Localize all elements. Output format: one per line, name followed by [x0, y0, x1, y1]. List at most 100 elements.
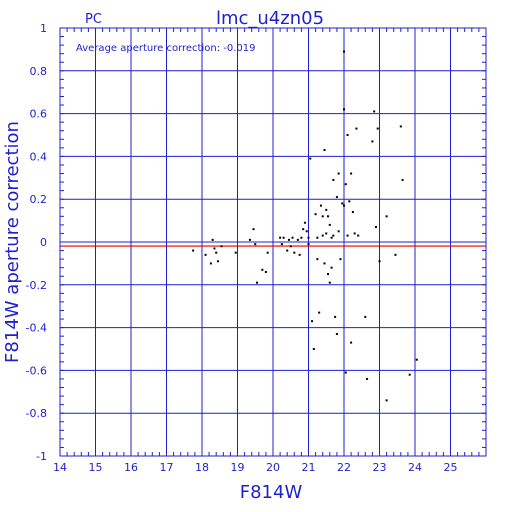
x-tick-label: 23	[373, 461, 387, 474]
data-point	[293, 251, 296, 254]
data-point	[332, 234, 335, 237]
x-tick-label: 17	[160, 461, 174, 474]
data-point	[279, 236, 282, 239]
data-point	[351, 211, 354, 214]
data-point	[327, 215, 330, 218]
data-point	[355, 127, 358, 130]
data-point	[289, 245, 292, 248]
data-point	[213, 247, 216, 250]
data-point	[357, 234, 360, 237]
data-point	[376, 127, 379, 130]
data-point	[319, 204, 322, 207]
data-point	[350, 341, 353, 344]
y-tick-label: -0.8	[26, 407, 47, 420]
data-point	[216, 260, 219, 263]
data-point	[348, 200, 351, 203]
data-point	[312, 348, 315, 350]
y-tick-label: 0.2	[30, 193, 48, 206]
data-point	[254, 243, 257, 246]
data-point	[314, 213, 317, 216]
y-tick-label: 0.4	[30, 150, 48, 163]
x-tick-label: 21	[302, 461, 316, 474]
data-point	[330, 236, 333, 239]
grid-lines	[59, 27, 487, 457]
data-point	[337, 230, 340, 233]
data-point	[234, 251, 237, 254]
chart-title: lmc_u4zn05	[216, 8, 324, 29]
x-tick-label: 20	[266, 461, 280, 474]
y-tick-label: -0.2	[26, 279, 47, 292]
data-point	[341, 202, 344, 205]
data-point	[408, 373, 411, 376]
data-point	[316, 258, 319, 261]
data-point	[215, 251, 218, 254]
data-point	[204, 253, 207, 256]
data-point	[332, 178, 335, 181]
data-point	[264, 270, 267, 273]
data-point	[334, 315, 337, 318]
x-tick-label: 25	[444, 461, 458, 474]
data-point	[335, 196, 338, 199]
data-point	[327, 273, 330, 276]
y-tick-label: 0.8	[30, 65, 48, 78]
data-point	[311, 320, 314, 323]
data-point	[330, 266, 333, 269]
x-tick-label: 16	[124, 461, 138, 474]
data-point	[346, 134, 349, 136]
data-point	[323, 148, 326, 151]
tick-labels: 14 15 16 17 18 19 20 21 22 23 24 25 -1 -0.8 -0.6 -0.4 -0…	[26, 22, 458, 474]
data-point	[394, 253, 397, 256]
data-point	[266, 251, 269, 254]
data-point	[335, 333, 338, 336]
data-point	[209, 262, 212, 265]
data-point	[321, 215, 324, 218]
data-point	[415, 358, 418, 361]
data-point	[325, 232, 328, 235]
data-point	[309, 157, 312, 160]
data-point	[350, 172, 353, 175]
data-point	[343, 204, 345, 207]
x-tick-label: 15	[89, 461, 103, 474]
data-point	[344, 183, 347, 186]
x-tick-label: 18	[195, 461, 209, 474]
data-point	[300, 236, 303, 239]
data-point	[328, 223, 331, 226]
data-point	[343, 50, 345, 53]
data-point	[316, 236, 319, 239]
data-point	[399, 125, 402, 128]
data-point	[287, 238, 290, 241]
data-point	[296, 238, 299, 241]
data-point	[346, 234, 349, 237]
x-tick-label: 24	[408, 461, 422, 474]
data-point	[261, 268, 264, 271]
data-point	[364, 315, 367, 318]
data-point	[252, 228, 255, 231]
data-point	[298, 253, 301, 256]
data-point	[282, 236, 285, 239]
data-point	[325, 208, 328, 211]
x-tick-label: 22	[337, 461, 351, 474]
plot-frame	[59, 27, 487, 457]
y-tick-label: 1	[40, 22, 47, 35]
data-point	[337, 172, 340, 175]
data-point	[371, 140, 374, 143]
y-tick-label: -0.6	[26, 364, 47, 377]
data-point	[385, 215, 388, 218]
data-point	[323, 262, 326, 265]
data-point	[220, 245, 223, 248]
data-point	[305, 230, 308, 233]
data-point	[211, 238, 214, 241]
data-point	[328, 281, 331, 284]
data-point	[248, 238, 251, 241]
data-point	[302, 228, 305, 231]
data-point	[339, 258, 342, 261]
y-axis-label: F814W aperture correction	[2, 121, 23, 363]
data-point	[401, 178, 404, 181]
data-point	[385, 399, 388, 402]
data-point	[307, 243, 310, 246]
annotation: Average aperture correction: -0.019	[76, 43, 256, 54]
corner-label: PC	[85, 12, 102, 27]
data-point	[344, 371, 347, 374]
data-point	[378, 260, 381, 263]
